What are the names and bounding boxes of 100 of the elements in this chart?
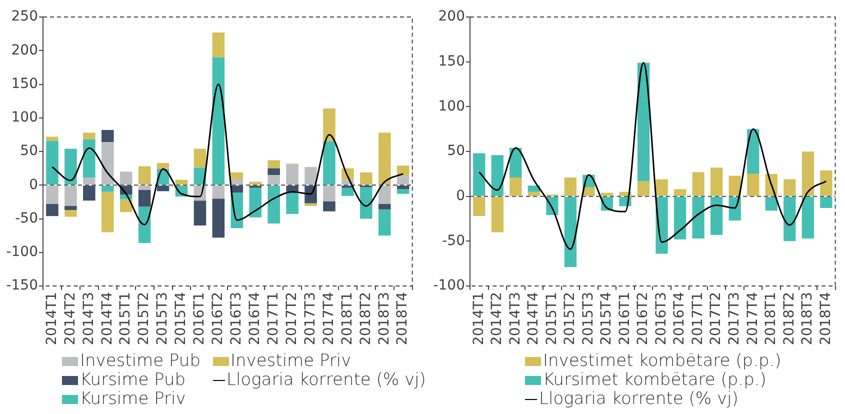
bar [378,204,391,210]
bar [378,186,391,204]
x-tick-label: 2017T1 [265,292,282,346]
bar [156,186,170,192]
bar [637,62,650,182]
bar [491,155,504,196]
bar [212,57,225,185]
bar [802,196,814,238]
bar [286,186,298,192]
x-tick-label: 2018T1 [763,292,780,346]
y-tick-label: -50 [15,210,38,226]
bar [64,210,77,217]
y-tick-label: -100 [6,244,38,260]
x-tick-label: 2018T4 [394,292,411,346]
bar [564,178,577,196]
x-tick-label: 2018T1 [339,292,356,346]
bar [710,168,723,196]
x-tick-label: 2014T4 [526,292,542,346]
bar [120,172,132,185]
bar [473,153,486,196]
bar [268,175,280,185]
bar [101,142,114,185]
bar [656,179,668,196]
bar [784,179,796,196]
x-tick-label: 2016T2 [635,292,652,346]
bar [637,181,650,196]
legend-label: Investimet kombëtare (p.p.) [543,351,782,371]
bar [268,160,280,168]
bar [820,196,832,208]
bar [728,176,741,196]
x-tick-label: 2018T3 [376,292,392,346]
x-tick-label: 2017T2 [284,292,300,346]
bar [342,188,354,196]
bar [64,148,77,185]
bar [378,132,391,185]
bar [286,164,298,185]
x-tick-label: 2015T4 [173,292,190,346]
bar [101,192,114,232]
bar [784,196,796,242]
bar [564,196,577,268]
bar [692,172,704,196]
bar [510,178,522,196]
y-tick-label: 0 [456,188,465,204]
bar [230,179,244,185]
legend-label: Kursime Priv [80,389,186,409]
bar [510,148,522,178]
x-tick-label: 2016T3 [228,292,245,346]
bar [101,130,114,142]
x-tick-label: 2018T2 [358,292,374,346]
bar [286,192,298,214]
x-tick-label: 2017T4 [744,292,761,346]
bar [249,188,262,218]
bar [64,206,77,210]
y-tick-label: -150 [6,278,38,294]
x-tick-label: 2015T3 [580,292,596,346]
line-series [51,84,404,226]
bar [323,141,336,185]
bar [747,174,760,196]
x-tick-label: 2015T1 [544,292,560,346]
bar [600,192,614,196]
bar [360,187,372,219]
bar [765,196,778,211]
y-tick-label: 0 [29,176,38,193]
legend-label: Investime Pub [80,351,200,371]
bar [820,170,832,196]
bar [396,166,410,176]
x-tick-label: 2016T4 [672,292,688,346]
x-tick-label: 2017T4 [320,292,337,346]
bar [212,186,225,199]
bar [194,200,206,226]
x-tick-label: 2016T4 [247,292,264,346]
bar [268,168,280,176]
bar [46,140,58,185]
bar [156,162,170,169]
bar [304,166,317,185]
bar [212,198,225,238]
y-tick-label: 50 [447,143,465,160]
bar [83,132,96,140]
x-tick-label: 2014T3 [507,292,524,346]
y-tick-label: -100 [433,278,465,294]
x-tick-label: 2014T2 [62,292,78,346]
x-tick-label: 2014T4 [99,292,116,346]
bar [83,139,96,178]
bar [528,192,540,196]
legend-label: Kursime Pub [80,370,186,390]
bar [101,186,114,192]
x-tick-label: 2015T3 [154,292,171,346]
x-tick-label: 2014T2 [489,292,506,346]
bar [46,136,58,141]
x-tick-label: 2016T1 [616,292,633,346]
bar [212,32,225,58]
x-tick-label: 2015T2 [136,292,152,346]
y-tick-label: 100 [438,98,465,114]
legend-label: Kursimet kombëtare (p.p.) [543,370,766,390]
bar [304,203,317,206]
bar [710,196,723,235]
bar [138,190,151,207]
bar [802,152,814,196]
bar [692,196,704,238]
bar [396,186,410,190]
